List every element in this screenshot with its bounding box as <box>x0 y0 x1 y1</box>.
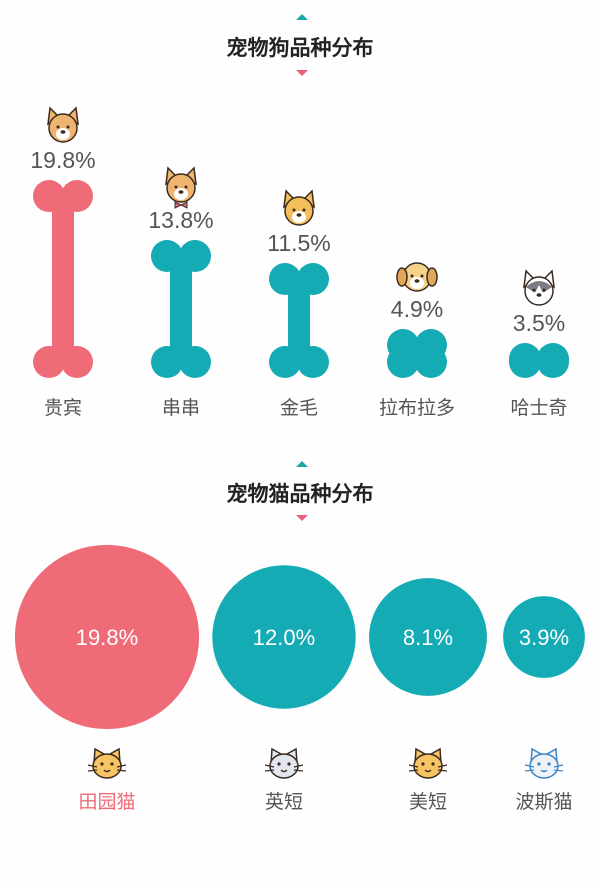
value-label: 12.0% <box>253 625 315 650</box>
corgi-icon <box>47 106 79 143</box>
corgi-bowtie-icon <box>165 166 197 209</box>
bubble <box>503 596 585 678</box>
yellow-cat-icon <box>408 747 448 779</box>
bubble <box>14 544 200 730</box>
category-label: 波斯猫 <box>515 791 572 813</box>
triangle-down-icon <box>296 515 308 521</box>
bone-bar <box>269 263 329 378</box>
bone-bar <box>33 180 93 378</box>
bubble <box>369 578 487 696</box>
category-label: 田园猫 <box>78 791 135 813</box>
triangle-up-icon <box>296 461 308 467</box>
bubble <box>212 565 356 709</box>
category-label: 美短 <box>409 791 447 813</box>
category-label: 拉布拉多 <box>379 397 455 419</box>
cat-chart-title: 宠物猫品种分布 <box>226 483 374 506</box>
orange-cat-icon <box>87 747 127 779</box>
bone-bar <box>151 240 211 378</box>
shiba-icon <box>283 189 315 226</box>
husky-icon <box>523 269 555 306</box>
value-label: 3.5% <box>513 310 565 336</box>
value-label: 19.8% <box>30 147 95 173</box>
value-label: 3.9% <box>519 625 569 650</box>
value-label: 11.5% <box>267 230 331 256</box>
bone-bar <box>387 329 447 378</box>
value-label: 8.1% <box>403 625 453 650</box>
category-label: 金毛 <box>280 397 318 419</box>
category-label: 英短 <box>265 791 303 813</box>
category-label: 贵宾 <box>44 397 82 419</box>
value-label: 19.8% <box>76 625 138 650</box>
value-label: 4.9% <box>391 296 443 322</box>
dog-chart-title: 宠物狗品种分布 <box>226 37 374 60</box>
category-label: 哈士奇 <box>510 397 567 419</box>
bone-bar <box>509 343 569 378</box>
category-label: 串串 <box>162 397 200 419</box>
value-label: 13.8% <box>148 207 213 233</box>
grey-cat-icon <box>264 747 304 779</box>
triangle-down-icon <box>296 70 308 76</box>
labrador-icon <box>396 262 438 292</box>
triangle-up-icon <box>296 14 308 20</box>
blue-cat-icon <box>524 747 564 779</box>
